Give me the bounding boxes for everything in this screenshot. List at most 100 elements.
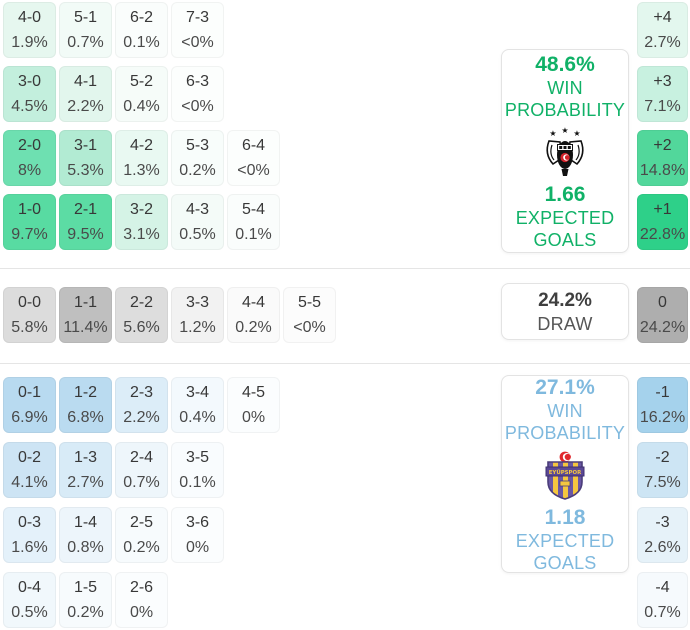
probability-label: <0%: [237, 162, 270, 179]
probability-label: 0.1%: [179, 474, 216, 491]
away-win-probability-box: 27.1% WIN PROBABILITY EYÜP: [501, 375, 629, 573]
score-cell: 2-3 2.2%: [115, 377, 168, 433]
scoreline-label: 2-6: [129, 579, 154, 596]
home-expected-goals-label-line2: GOALS: [533, 229, 597, 250]
score-cell: 0-3 1.6%: [3, 507, 56, 563]
probability-label: 4.1%: [11, 474, 48, 491]
score-cell: 1-4 0.8%: [59, 507, 112, 563]
scoreline-label: 6-2: [129, 9, 154, 26]
goal-diff-cell: +4 2.7%: [637, 2, 688, 58]
section-divider: [0, 363, 690, 364]
score-cell: 1-0 9.7%: [3, 194, 56, 250]
score-cell: 1-1 11.4%: [59, 287, 112, 343]
score-cell: 3-0 4.5%: [3, 66, 56, 122]
probability-label: <0%: [181, 98, 214, 115]
probability-label: 5.3%: [67, 162, 104, 179]
away-win-probability-label-line1: WIN: [547, 400, 583, 421]
scoreline-label: 7-3: [185, 9, 210, 26]
probability-label: 9.5%: [67, 226, 104, 243]
score-cell: 6-2 0.1%: [115, 2, 168, 58]
score-cell: 2-0 8%: [3, 130, 56, 186]
scoreline-label: 4-3: [185, 201, 210, 218]
draw-probability-box: 24.2% DRAW: [501, 283, 629, 340]
scoreline-label: 2-4: [129, 449, 154, 466]
goal-diff-cell: 0 24.2%: [637, 287, 688, 343]
scoreline-label: 4-2: [129, 137, 154, 154]
scoreline-label: 3-1: [73, 137, 98, 154]
probability-label: 0.7%: [67, 34, 104, 51]
away-win-probability-label-line2: PROBABILITY: [504, 422, 626, 443]
scoreline-label: 2-2: [129, 294, 154, 311]
score-cell: 3-3 1.2%: [171, 287, 224, 343]
probability-label: 2.6%: [644, 539, 681, 556]
home-win-probability-box: 48.6% WIN PROBABILITY ★ ★ ★ 1.66 EXPECTE…: [501, 49, 629, 253]
scoreline-label: 0: [658, 294, 667, 311]
scoreline-label: 1-3: [73, 449, 98, 466]
goal-diff-cell: -3 2.6%: [637, 507, 688, 563]
probability-label: 5.6%: [123, 319, 160, 336]
score-cell: 3-2 3.1%: [115, 194, 168, 250]
probability-label: 0.5%: [179, 226, 216, 243]
scoreline-label: 3-5: [185, 449, 210, 466]
score-cell: 4-0 1.9%: [3, 2, 56, 58]
probability-label: 1.9%: [11, 34, 48, 51]
scoreline-label: 2-1: [73, 201, 98, 218]
home-win-probability-label-line1: WIN: [547, 77, 583, 98]
probability-label: 0.8%: [67, 539, 104, 556]
probability-label: 3.1%: [123, 226, 160, 243]
scoreline-label: 0-2: [17, 449, 42, 466]
probability-label: 4.5%: [11, 98, 48, 115]
away-expected-goals-label-line2: GOALS: [533, 552, 597, 573]
scoreline-label: 2-3: [129, 384, 154, 401]
score-cell: 4-4 0.2%: [227, 287, 280, 343]
scoreline-label: 4-5: [241, 384, 266, 401]
home-expected-goals-label-line1: EXPECTED: [515, 207, 615, 228]
score-cell: 4-3 0.5%: [171, 194, 224, 250]
score-cell: 5-5 <0%: [283, 287, 336, 343]
score-cell: 2-2 5.6%: [115, 287, 168, 343]
probability-label: 0%: [129, 604, 154, 621]
section-divider: [0, 268, 690, 269]
scoreline-label: 1-2: [73, 384, 98, 401]
score-cell: 4-1 2.2%: [59, 66, 112, 122]
besiktas-crest-icon: ★ ★ ★: [546, 127, 584, 176]
scoreline-label: 3-6: [185, 514, 210, 531]
svg-text:EYÜPSPOR: EYÜPSPOR: [549, 468, 582, 475]
score-cell: 7-3 <0%: [171, 2, 224, 58]
probability-label: 0%: [241, 409, 266, 426]
probability-label: 0.2%: [235, 319, 272, 336]
scoreline-label: 1-0: [17, 201, 42, 218]
scoreline-label: 6-4: [241, 137, 266, 154]
score-cell: 5-4 0.1%: [227, 194, 280, 250]
scoreline-label: 1-1: [73, 294, 98, 311]
probability-label: 0.5%: [11, 604, 48, 621]
score-cell: 1-5 0.2%: [59, 572, 112, 628]
probability-label: <0%: [181, 34, 214, 51]
probability-label: 1.6%: [11, 539, 48, 556]
probability-label: 22.8%: [639, 226, 686, 243]
probability-label: 0.7%: [123, 474, 160, 491]
score-cell: 3-1 5.3%: [59, 130, 112, 186]
scoreline-label: 5-4: [241, 201, 266, 218]
score-cell: 0-0 5.8%: [3, 287, 56, 343]
scoreline-label: 5-2: [129, 73, 154, 90]
probability-label: 16.2%: [639, 409, 686, 426]
scoreline-label: 0-3: [17, 514, 42, 531]
scoreline-label: +4: [653, 9, 672, 26]
scoreline-label: +2: [653, 137, 672, 154]
away-expected-goals-value: 1.18: [544, 505, 586, 529]
scoreline-label: 5-5: [297, 294, 322, 311]
score-cell: 2-6 0%: [115, 572, 168, 628]
goal-diff-cell: +2 14.8%: [637, 130, 688, 186]
probability-label: 7.5%: [644, 474, 681, 491]
scoreline-label: 3-3: [185, 294, 210, 311]
svg-text:★: ★: [561, 127, 568, 135]
away-expected-goals-label-line1: EXPECTED: [515, 530, 615, 551]
probability-label: 0.2%: [179, 162, 216, 179]
score-cell: 5-1 0.7%: [59, 2, 112, 58]
probability-label: 0.7%: [644, 604, 681, 621]
scoreline-label: -1: [655, 384, 670, 401]
scoreline-label: 5-3: [185, 137, 210, 154]
probability-label: 1.3%: [123, 162, 160, 179]
